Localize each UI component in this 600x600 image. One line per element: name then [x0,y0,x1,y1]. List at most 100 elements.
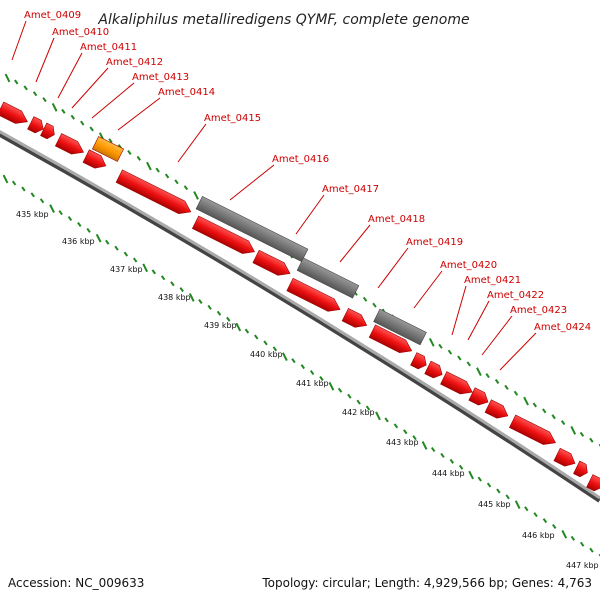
scale-label: 440 kbp [250,350,283,359]
major-tick [51,103,58,112]
minor-tick [496,488,501,494]
cds-feature [509,414,556,445]
major-tick [2,174,9,184]
minor-tick [533,512,538,518]
gene-callout-line [377,247,409,289]
scale-label: 441 kbp [296,379,329,388]
minor-tick [179,287,184,293]
scale-label: 437 kbp [110,265,143,274]
minor-tick [32,91,38,97]
cds-feature [341,307,368,328]
minor-tick [151,269,156,275]
minor-tick [58,210,63,216]
feature-shape [115,169,192,214]
minor-tick [485,373,490,379]
scale-label: 443 kbp [386,438,419,447]
scale-label: 444 kbp [432,469,465,478]
minor-tick [67,216,73,222]
minor-tick [440,452,445,458]
feature-shape [509,414,556,445]
minor-tick [80,120,85,126]
major-tick [421,441,428,450]
major-tick [188,293,195,302]
major-tick [4,73,11,83]
minor-tick [23,85,28,91]
feature-shape [440,371,473,395]
minor-tick [164,173,170,179]
minor-tick [542,408,547,414]
cds-feature [27,116,44,134]
major-tick [561,529,568,539]
major-tick [193,191,199,200]
minor-tick [86,227,91,233]
cds-feature [553,447,576,467]
scale-label: 439 kbp [204,321,237,330]
cds-feature [115,169,192,214]
minor-tick [39,198,45,204]
cds-feature [410,352,427,370]
minor-tick [127,149,132,155]
minor-tick [105,239,110,245]
minor-tick [372,302,377,308]
minor-tick [384,417,389,423]
gene-callout-line [91,82,135,119]
minor-tick [207,304,212,310]
major-tick [428,337,435,347]
gene-label: Amet_0416 [272,154,329,165]
gene-label: Amet_0414 [158,87,215,98]
minor-tick [174,179,179,185]
feature-shape [586,474,600,492]
cds-feature [440,371,473,395]
gene-callout-line [229,164,275,201]
scale-labels: 435 kbp 436 kbp 437 kbp 438 kbp 439 kbp 440 k… [16,210,599,570]
scale-label: 438 kbp [158,293,191,302]
feature-shape [410,352,427,370]
minor-tick [319,375,324,381]
cds-feature [424,360,443,379]
scale-label: 436 kbp [62,237,95,246]
minor-tick [504,384,509,390]
minor-tick [505,494,510,500]
minor-tick [183,185,189,191]
minor-tick [579,541,585,547]
minor-tick [89,126,94,132]
gene-label: Amet_0418 [368,214,425,225]
minor-tick [438,343,443,349]
minor-tick [524,506,529,512]
minor-tick [132,257,138,263]
minor-tick [272,346,278,352]
feature-shape [27,116,44,134]
gene-callout-line [413,270,443,309]
gene-label: Amet_0424 [534,322,591,333]
feature-shape [296,257,360,299]
minor-tick [457,355,462,361]
minor-tick [347,393,352,399]
minor-tick [61,108,66,114]
minor-tick [356,399,361,405]
gene-label: Amet_0423 [510,305,567,316]
scale-label: 442 kbp [342,408,375,417]
minor-tick [300,364,305,370]
major-tick [146,161,152,171]
feature-shape [286,277,341,312]
cds-feature [286,277,341,312]
minor-tick [77,221,82,227]
cds-feature [191,215,255,254]
minor-tick [589,547,594,553]
major-tick [570,426,577,435]
gene-label: Amet_0409 [24,10,81,21]
minor-tick [198,298,203,304]
feature-shape [468,387,489,406]
feature-shape [191,215,255,254]
major-tick [95,233,102,243]
minor-tick [486,482,492,488]
major-tick [49,204,55,213]
minor-tick [458,464,464,470]
minor-tick [136,155,141,161]
gene-callout-line [339,224,371,263]
genome-backbone [0,130,600,503]
backbone-shadow [0,130,600,503]
cds-feature [40,122,55,140]
